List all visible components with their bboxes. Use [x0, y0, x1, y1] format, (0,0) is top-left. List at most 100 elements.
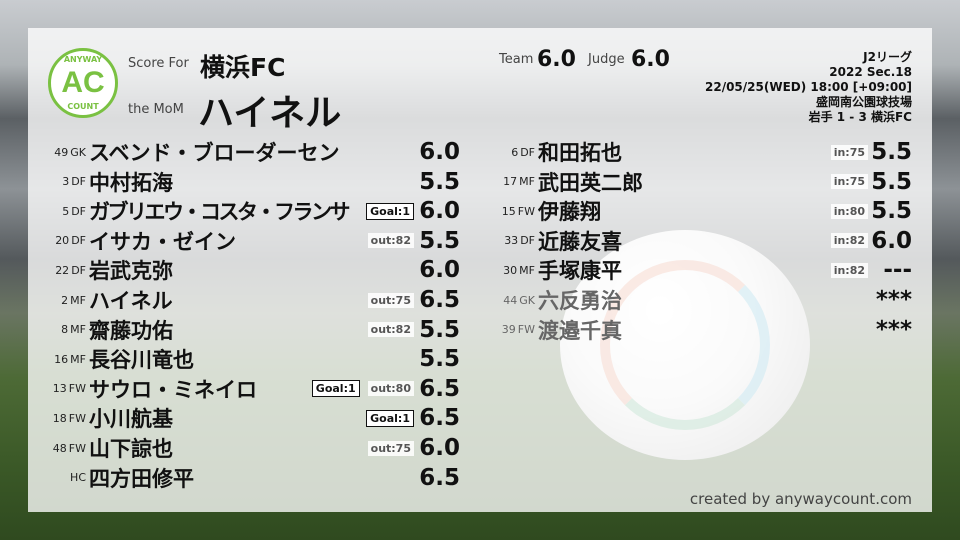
player-name: イサカ・ゼイン	[89, 229, 236, 254]
player-row: 18 FW 小川航基 Goal:1 6.5	[28, 404, 460, 432]
section: 2022 Sec.18	[829, 65, 912, 79]
anywaycount-logo: ANYWAY AC COUNT	[48, 48, 118, 118]
player-position: FW	[68, 382, 86, 396]
player-position: MF	[519, 175, 535, 189]
match-info: J2リーグ 2022 Sec.18 22/05/25(WED) 18:00 [+…	[705, 50, 912, 125]
player-row: 39 FW 渡邉千真 ***	[477, 316, 912, 344]
mom-label: the MoM	[128, 102, 184, 117]
player-name: 六反勇治	[538, 289, 622, 313]
player-number-position: 16 MF	[28, 353, 86, 366]
player-row: 6 DF 和田拓也 in:75 5.5	[477, 138, 912, 166]
player-number: 20	[55, 234, 70, 248]
player-position: MF	[70, 323, 86, 337]
player-rating: 5.5	[419, 346, 460, 373]
logo-center-text: AC	[61, 66, 105, 99]
team-score: 6.0	[537, 47, 576, 72]
player-row: 33 DF 近藤友喜 in:82 6.0	[477, 227, 912, 255]
player-row: 30 MF 手塚康平 in:82 ---	[477, 256, 912, 284]
player-number: 22	[55, 263, 70, 277]
player-number-position: 8 MF	[28, 323, 86, 336]
match-datetime: 22/05/25(WED) 18:00 [+09:00]	[705, 80, 912, 94]
player-number-position: 39 FW	[477, 323, 535, 336]
player-rating: 6.0	[871, 227, 912, 254]
score-panel	[28, 28, 932, 512]
team-name: 横浜FC	[200, 53, 286, 82]
player-row: HC 四方田修平 6.5	[28, 464, 460, 492]
player-badges: out:82	[367, 322, 414, 338]
player-rating: 6.0	[419, 435, 460, 461]
substitution-badge: out:82	[367, 233, 414, 249]
substitution-badge: out:82	[367, 322, 414, 338]
player-name: 中村拓海	[89, 170, 173, 195]
player-number: 18	[52, 411, 67, 425]
player-row: 17 MF 武田英二郎 in:75 5.5	[477, 168, 912, 196]
player-number-position: 15 FW	[477, 205, 535, 218]
player-badges: Goal:1	[366, 202, 414, 220]
player-name: ハイネル	[89, 289, 173, 313]
player-position: MF	[70, 293, 86, 307]
player-number: 3	[62, 175, 70, 189]
player-rating: 5.5	[419, 316, 460, 343]
player-rating: 6.5	[419, 375, 460, 402]
player-name: 齋藤功佑	[89, 318, 173, 343]
player-position: DF	[520, 234, 535, 248]
credit-text: created by anywaycount.com	[689, 490, 912, 508]
player-badges: in:82	[830, 262, 868, 278]
player-number: 13	[52, 382, 67, 396]
player-number-position: 20 DF	[28, 234, 86, 247]
goal-badge: Goal:1	[366, 409, 414, 427]
player-name: 和田拓也	[538, 141, 622, 165]
player-rating: 5.5	[871, 198, 912, 225]
player-number: 5	[62, 204, 70, 218]
player-row: 5 DF ガブリエウ・コスタ・フランサ Goal:1 6.0	[28, 197, 460, 225]
player-number-position: 3 DF	[28, 175, 86, 188]
player-position: GK	[70, 145, 86, 159]
player-position: HC	[70, 471, 86, 485]
player-row: 16 MF 長谷川竜也 5.5	[28, 345, 460, 373]
judge-score: 6.0	[631, 47, 670, 72]
player-number-position: 13 FW	[28, 382, 86, 395]
player-row: 3 DF 中村拓海 5.5	[28, 168, 460, 196]
player-rating: 6.0	[419, 139, 460, 165]
player-position: GK	[519, 293, 535, 307]
mom-name: ハイネル	[198, 93, 342, 134]
player-name: 伊藤翔	[538, 200, 601, 225]
player-rating: 5.5	[871, 139, 912, 165]
player-name: 武田英二郎	[538, 170, 643, 195]
player-rating: 5.5	[419, 168, 460, 195]
player-row: 20 DF イサカ・ゼイン out:82 5.5	[28, 227, 460, 255]
player-position: FW	[68, 441, 86, 455]
player-name: ガブリエウ・コスタ・フランサ	[89, 200, 351, 225]
judge-score-label: Judge	[588, 52, 625, 67]
player-position: FW	[517, 204, 535, 218]
substitution-badge: in:82	[830, 233, 868, 249]
player-position: MF	[519, 263, 535, 277]
substitution-badge: in:75	[830, 174, 868, 190]
logo-bottom-text: COUNT	[67, 102, 99, 111]
player-badges: out:75	[367, 292, 414, 308]
substitution-badge: out:80	[367, 381, 414, 397]
player-number-position: 22 DF	[28, 264, 86, 277]
player-name: サウロ・ミネイロ	[89, 377, 257, 402]
player-row: 8 MF 齋藤功佑 out:82 5.5	[28, 316, 460, 344]
player-position: FW	[517, 323, 535, 337]
player-badges: in:75	[830, 174, 868, 190]
score-for-label: Score For	[128, 56, 189, 71]
player-position: DF	[71, 263, 86, 277]
player-name: スベンド・ブローダーセン	[89, 141, 340, 165]
substitution-badge: in:75	[830, 144, 868, 160]
player-badges: in:82	[830, 233, 868, 249]
player-position: FW	[68, 411, 86, 425]
player-rating: ---	[883, 257, 912, 284]
player-badges: out:75	[367, 440, 414, 456]
player-position: DF	[71, 204, 86, 218]
player-name: 山下諒也	[89, 437, 173, 461]
player-rating: 6.5	[419, 405, 460, 432]
player-rating: ***	[875, 287, 912, 313]
player-row: 44 GK 六反勇治 ***	[477, 286, 912, 314]
player-name: 小川航基	[89, 407, 173, 432]
player-badges: in:75	[830, 144, 868, 160]
player-rating: 6.0	[419, 198, 460, 225]
player-row: 13 FW サウロ・ミネイロ Goal:1 out:80 6.5	[28, 375, 460, 403]
player-number: 15	[501, 204, 516, 218]
